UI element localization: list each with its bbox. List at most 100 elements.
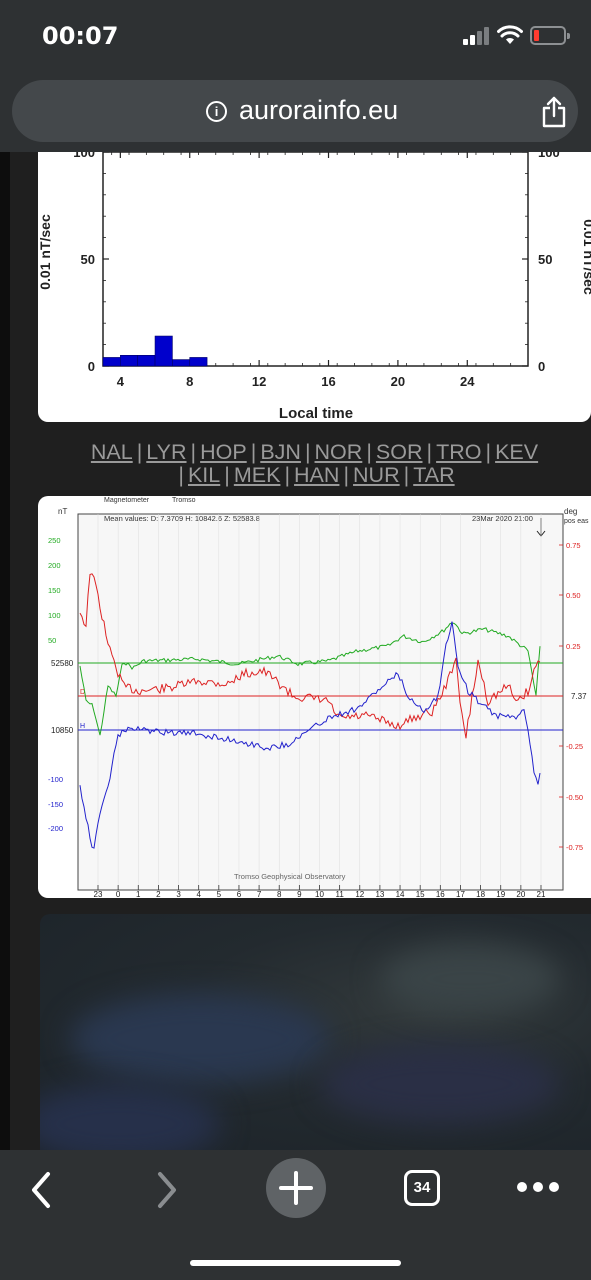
- x-axis-label: Local time: [279, 405, 353, 422]
- mag-x-tick-label: 1: [136, 890, 141, 898]
- info-icon[interactable]: i: [206, 101, 227, 122]
- cellular-signal-icon: [463, 27, 491, 45]
- x-tick-label: 24: [460, 374, 475, 389]
- station-separator: |: [366, 440, 372, 464]
- address-bar[interactable]: i aurorainfo.eu: [12, 80, 578, 142]
- mag-x-tick-label: 16: [436, 890, 445, 898]
- activity-bar: [120, 355, 138, 367]
- station-link-nor[interactable]: NOR: [314, 440, 363, 464]
- y-axis-label-left: 0.01 nT/sec: [38, 214, 53, 290]
- station-separator: |: [224, 463, 230, 487]
- station-link-mek[interactable]: MEK: [233, 463, 281, 487]
- x-tick-label: 20: [391, 374, 405, 389]
- series-d-marker: D: [80, 689, 85, 696]
- mag-header-site: Tromso: [172, 497, 196, 504]
- mag-h-tick-label: -150: [48, 800, 63, 809]
- home-indicator: [190, 1260, 401, 1266]
- mag-footer: Tromso Geophysical Observatory: [234, 872, 346, 881]
- y-tick-label-right: 100: [538, 152, 560, 160]
- tabs-button[interactable]: 34: [404, 1170, 440, 1206]
- mag-x-tick-label: 15: [416, 890, 425, 898]
- mag-x-tick-label: 6: [237, 890, 242, 898]
- magnetometer-chart: Magnetometer Tromso Mean values: D: 7.37…: [48, 497, 589, 899]
- mag-x-tick-label: 20: [516, 890, 525, 898]
- activity-bar-chart: 4 8 12 16 20 24 0 0 50 50 100 100 0.01 nT/sec 0.01 …: [37, 152, 591, 422]
- mag-date: 23Mar 2020 21:00: [472, 514, 533, 523]
- clock: 00:07: [42, 22, 119, 50]
- mag-z-tick-label: 150: [48, 586, 61, 595]
- mag-d-tick-label: -0.25: [566, 742, 583, 751]
- web-page[interactable]: 4 8 12 16 20 24 0 0 50 50 100 100 0.01 nT/sec 0.01 …: [0, 152, 591, 1150]
- mag-x-tick-label: 9: [297, 890, 302, 898]
- baseline-h-label: 10850: [51, 726, 74, 735]
- page-edge: [0, 152, 10, 1150]
- forward-icon[interactable]: [152, 1170, 182, 1210]
- mag-x-tick-label: 13: [375, 890, 384, 898]
- allsky-camera-image: [40, 914, 591, 1150]
- station-link-nal[interactable]: NAL: [90, 440, 133, 464]
- mag-right-unit-2: pos eas: [564, 518, 589, 525]
- activity-bar: [154, 335, 173, 367]
- mag-x-tick-label: 23: [94, 890, 103, 898]
- mag-x-tick-label: 19: [496, 890, 505, 898]
- status-bar: 00:07: [0, 0, 591, 72]
- station-separator: |: [178, 463, 184, 487]
- browser-toolbar: 34: [0, 1150, 591, 1280]
- address-domain[interactable]: aurorainfo.eu: [239, 95, 399, 125]
- station-separator: |: [426, 440, 433, 464]
- activity-bar: [189, 357, 208, 367]
- back-icon[interactable]: [26, 1170, 56, 1210]
- z-component-trace: [79, 622, 541, 736]
- mag-z-tick-label: 200: [48, 561, 61, 570]
- station-separator: |: [250, 440, 257, 464]
- mag-header-left: Magnetometer: [104, 497, 150, 504]
- station-link-hop[interactable]: HOP: [200, 440, 247, 464]
- mag-d-tick-label: -0.50: [566, 793, 583, 802]
- more-icon[interactable]: [516, 1180, 560, 1194]
- share-icon[interactable]: [541, 96, 567, 128]
- mag-d-tick-label: 0.50: [566, 591, 581, 600]
- mag-x-tick-label: 3: [176, 890, 181, 898]
- station-separator: |: [403, 463, 410, 487]
- station-link-sor[interactable]: SOR: [375, 440, 423, 464]
- mag-x-tick-label: 12: [355, 890, 364, 898]
- mag-x-tick-label: 18: [476, 890, 485, 898]
- mag-x-tick-label: 21: [537, 890, 546, 898]
- new-tab-button[interactable]: [266, 1158, 326, 1218]
- station-links: NAL | LYR | HOP | BJN | NOR | SOR | TRO | KEV | KIL | MEK |…: [38, 441, 591, 487]
- station-link-bjn[interactable]: BJN: [260, 440, 301, 464]
- station-link-tro[interactable]: TRO: [436, 440, 482, 464]
- station-separator: |: [485, 440, 492, 464]
- mag-d-tick-label: -0.75: [566, 843, 583, 852]
- station-link-kil[interactable]: KIL: [187, 463, 221, 487]
- station-separator: |: [136, 440, 143, 464]
- x-tick-label: 12: [252, 374, 266, 389]
- mag-left-unit: nT: [58, 507, 67, 516]
- station-separator: |: [304, 440, 311, 464]
- station-separator: |: [284, 463, 291, 487]
- y-tick-label-left: 50: [81, 252, 95, 267]
- activity-bar: [102, 357, 121, 367]
- baseline-z-label: 52580: [51, 659, 74, 668]
- activity-chart-card: 4 8 12 16 20 24 0 0 50 50 100 100 0.01 nT/sec 0.01 …: [37, 152, 591, 422]
- station-link-tar[interactable]: TAR: [413, 463, 455, 487]
- activity-bar: [137, 355, 156, 367]
- mag-x-tick-label: 14: [396, 890, 405, 898]
- station-separator: |: [190, 440, 197, 464]
- station-link-han[interactable]: HAN: [294, 463, 340, 487]
- station-link-kev[interactable]: KEV: [495, 440, 539, 464]
- mag-z-tick-label: 100: [48, 611, 61, 620]
- station-link-lyr[interactable]: LYR: [146, 440, 187, 464]
- d-component-trace: [79, 573, 541, 739]
- mag-x-tick-label: 11: [335, 890, 344, 898]
- station-link-nur[interactable]: NUR: [353, 463, 400, 487]
- battery-icon: [530, 26, 570, 45]
- x-tick-label: 4: [117, 374, 125, 389]
- mag-x-tick-label: 2: [156, 890, 161, 898]
- series-h-marker: H: [80, 723, 85, 730]
- mag-x-tick-label: 4: [196, 890, 201, 898]
- x-tick-label: 16: [321, 374, 335, 389]
- mag-z-tick-label: 250: [48, 536, 61, 545]
- mag-x-tick-label: 10: [315, 890, 324, 898]
- plus-icon: [279, 1171, 313, 1205]
